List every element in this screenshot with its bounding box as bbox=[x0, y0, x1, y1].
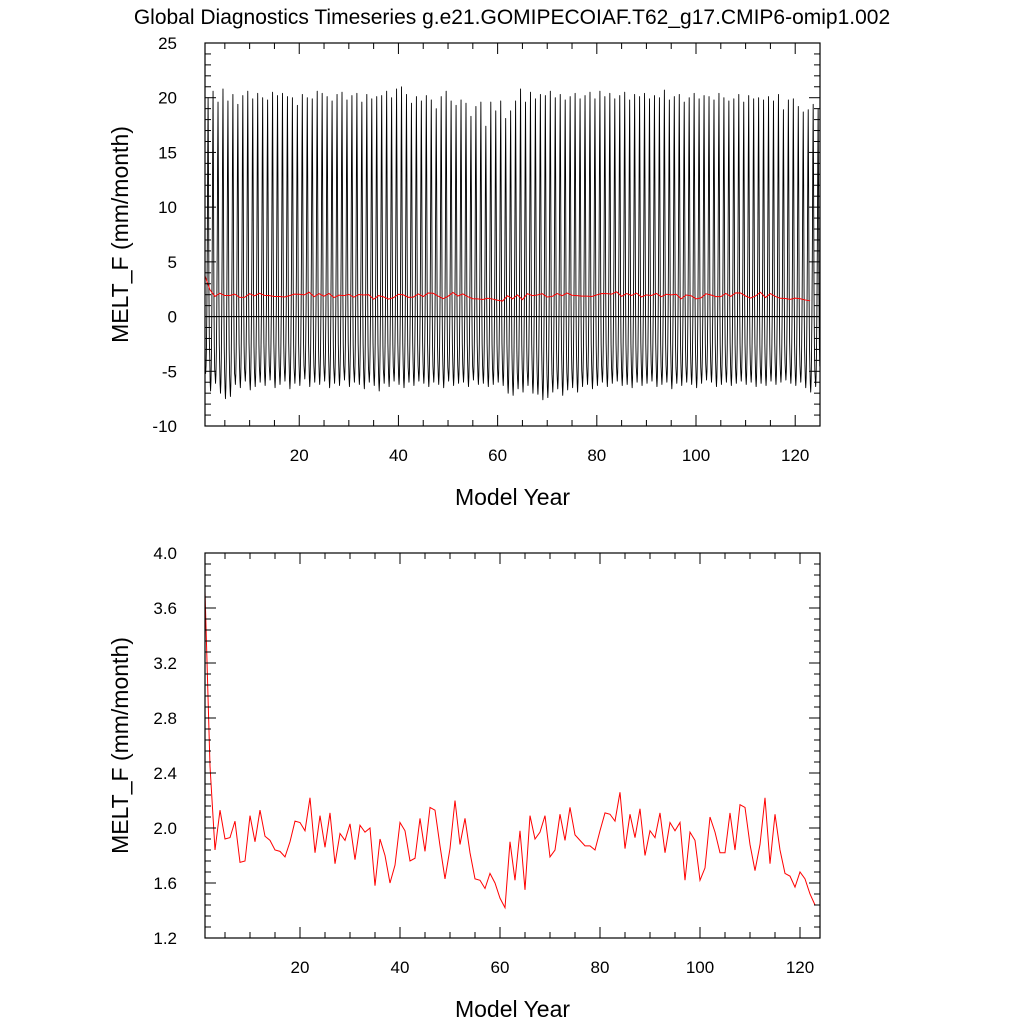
top-panel: 20 40 60 80 100 120 -10 -5 0 5 10 15 20 25 Model Year M… bbox=[107, 34, 821, 510]
bottom-axes: 20 40 60 80 100 120 1.2 1.6 2.0 2.4 2.8 3.2 3.6 4.0 Mo… bbox=[107, 544, 821, 1022]
bottom-plot-frame bbox=[204, 552, 821, 939]
bottom-annual-mean-series bbox=[204, 591, 816, 910]
bottom-panel: 20 40 60 80 100 120 1.2 1.6 2.0 2.4 2.8 3.2 3.6 4.0 Mo… bbox=[107, 544, 821, 1022]
top-annual-mean-series bbox=[204, 275, 811, 302]
bottom-y-tick-label: 1.2 bbox=[153, 929, 177, 948]
bottom-y-tick-label: 3.6 bbox=[153, 599, 177, 618]
top-y-axis-label: MELT_F (mm/month) bbox=[107, 126, 133, 343]
top-y-tick-label: -5 bbox=[162, 362, 177, 381]
top-x-tick-label: 120 bbox=[781, 446, 809, 465]
bottom-x-tick-label: 120 bbox=[786, 958, 814, 977]
top-x-tick-label: 60 bbox=[488, 446, 507, 465]
top-y-tick-label: 25 bbox=[158, 34, 177, 53]
bottom-x-tick-label: 20 bbox=[291, 958, 310, 977]
bottom-y-tick-label: 2.8 bbox=[153, 709, 177, 728]
top-monthly-series bbox=[204, 86, 821, 401]
top-axes: 20 40 60 80 100 120 -10 -5 0 5 10 15 20 25 Model Year M… bbox=[107, 34, 821, 510]
bottom-y-tick-label: 4.0 bbox=[153, 544, 177, 563]
bottom-x-tick-label: 40 bbox=[391, 958, 410, 977]
bottom-annual-mean-line bbox=[204, 591, 816, 910]
bottom-x-tick-label: 100 bbox=[686, 958, 714, 977]
bottom-y-tick-label: 2.0 bbox=[153, 819, 177, 838]
bottom-x-tick-label: 80 bbox=[591, 958, 610, 977]
top-x-tick-label: 40 bbox=[389, 446, 408, 465]
top-y-tick-label: 15 bbox=[158, 143, 177, 162]
top-monthly-line bbox=[204, 86, 821, 401]
top-x-axis-label: Model Year bbox=[455, 484, 570, 510]
top-y-tick-label: 10 bbox=[158, 198, 177, 217]
bottom-x-axis-label: Model Year bbox=[455, 996, 570, 1022]
top-x-tick-label: 80 bbox=[587, 446, 606, 465]
bottom-x-tick-label: 60 bbox=[491, 958, 510, 977]
top-y-tick-label: -10 bbox=[152, 417, 177, 436]
bottom-y-tick-label: 1.6 bbox=[153, 874, 177, 893]
top-x-tick-label: 100 bbox=[682, 446, 710, 465]
bottom-y-axis-label: MELT_F (mm/month) bbox=[107, 637, 133, 854]
top-y-tick-label: 0 bbox=[168, 308, 177, 327]
top-y-tick-label: 20 bbox=[158, 89, 177, 108]
bottom-y-tick-label: 2.4 bbox=[153, 764, 177, 783]
bottom-y-tick-label: 3.2 bbox=[153, 654, 177, 673]
chart-title: Global Diagnostics Timeseries g.e21.GOMI… bbox=[134, 6, 890, 29]
top-y-tick-label: 5 bbox=[168, 253, 177, 272]
top-x-tick-label: 20 bbox=[290, 446, 309, 465]
top-annual-mean-line bbox=[204, 275, 811, 302]
top-plot-frame bbox=[204, 42, 821, 427]
